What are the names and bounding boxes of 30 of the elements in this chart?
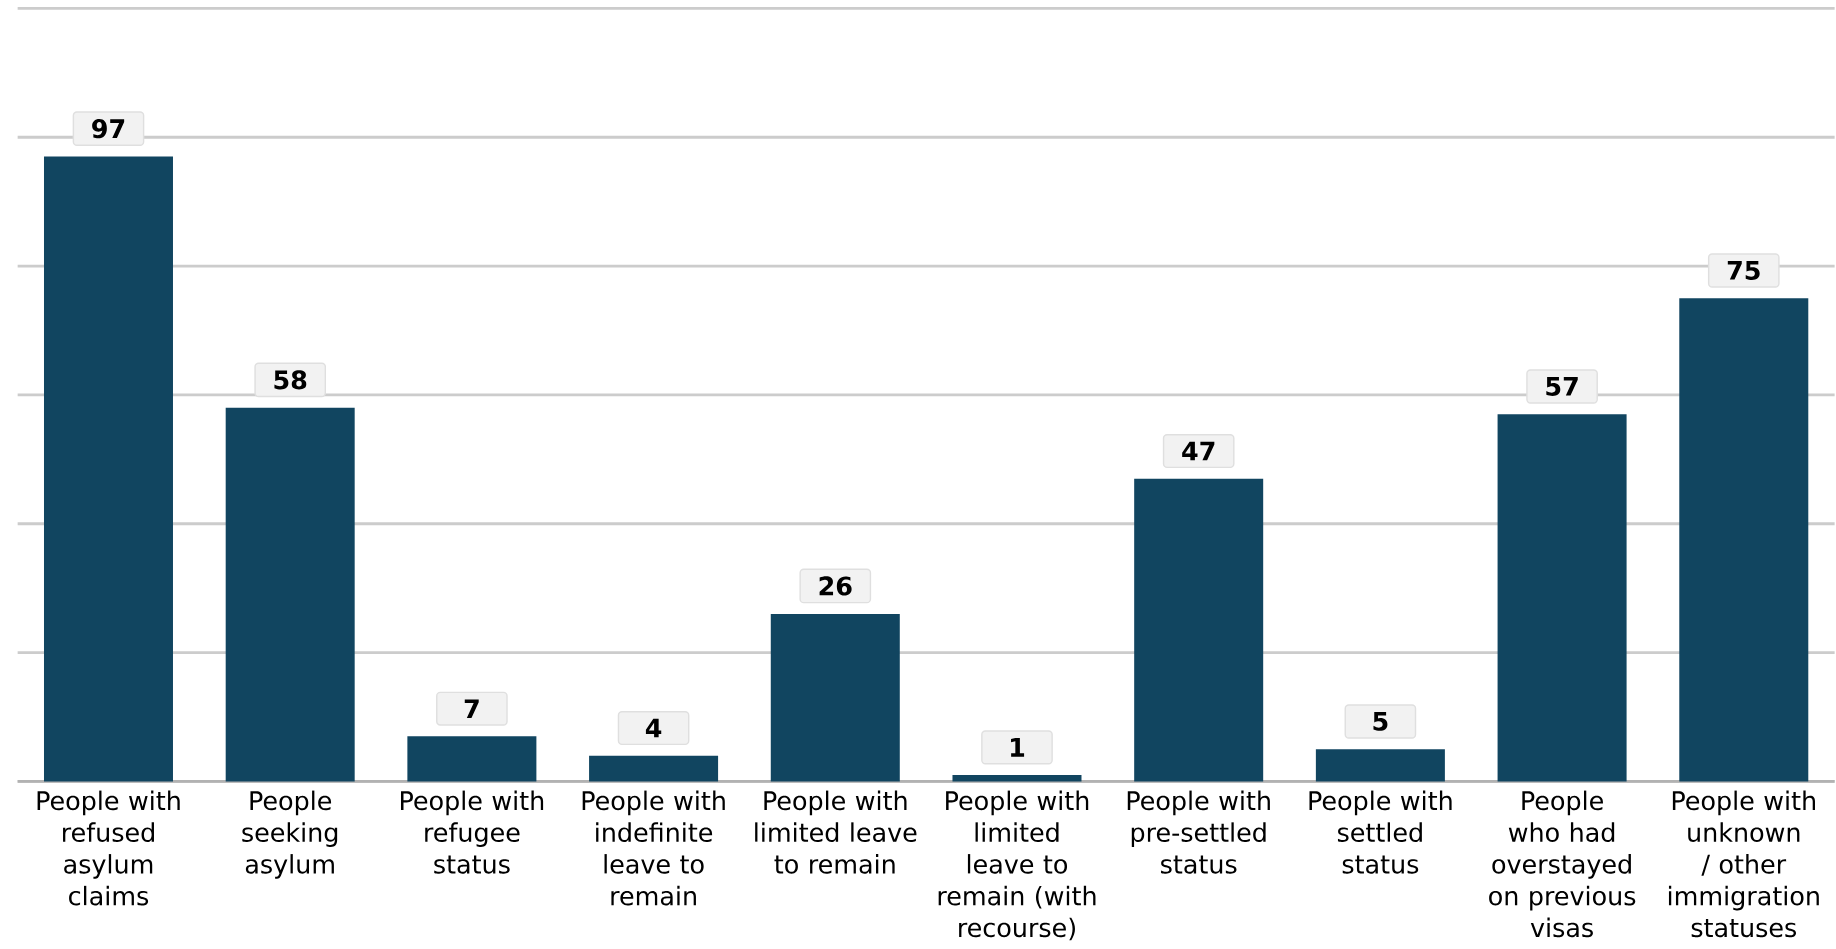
data-label: 7 <box>464 699 479 719</box>
bar <box>770 614 900 782</box>
data-label: 5 <box>1373 712 1388 731</box>
data-label: 75 <box>1727 261 1760 281</box>
bar <box>1134 478 1264 782</box>
x-tick-label: People with refused asylum claims <box>37 790 180 906</box>
x-tick-label: People with limited leave to remain (with recourse) <box>938 790 1096 941</box>
data-label: 47 <box>1182 441 1215 461</box>
x-tick-label: People with unknown / other immigration statuses <box>1668 790 1819 938</box>
bar <box>1497 414 1627 782</box>
data-label: 97 <box>92 119 125 139</box>
data-label: 1 <box>1011 738 1025 757</box>
x-tick-label: People with indefinite leave to remain <box>582 790 725 906</box>
x-tick-label: People with refugee status <box>401 790 544 874</box>
x-tick-label: People with pre-settled status <box>1127 790 1270 874</box>
bar <box>43 156 173 782</box>
bar <box>407 736 537 782</box>
bar <box>1679 298 1809 782</box>
x-tick-label: People seeking asylum <box>242 790 338 879</box>
x-tick-label: People who had overstayed on previous visas <box>1489 790 1636 938</box>
bar <box>1315 749 1445 782</box>
data-label: 57 <box>1546 377 1578 397</box>
x-tick-label: People with limited leave to remain <box>755 790 917 874</box>
bar <box>952 775 1082 782</box>
data-label: 58 <box>274 370 307 390</box>
x-tick-label: People with settled status <box>1309 790 1452 874</box>
data-label: 4 <box>645 718 662 738</box>
bar <box>589 755 719 782</box>
data-label: 26 <box>819 576 852 596</box>
bar <box>225 407 355 782</box>
